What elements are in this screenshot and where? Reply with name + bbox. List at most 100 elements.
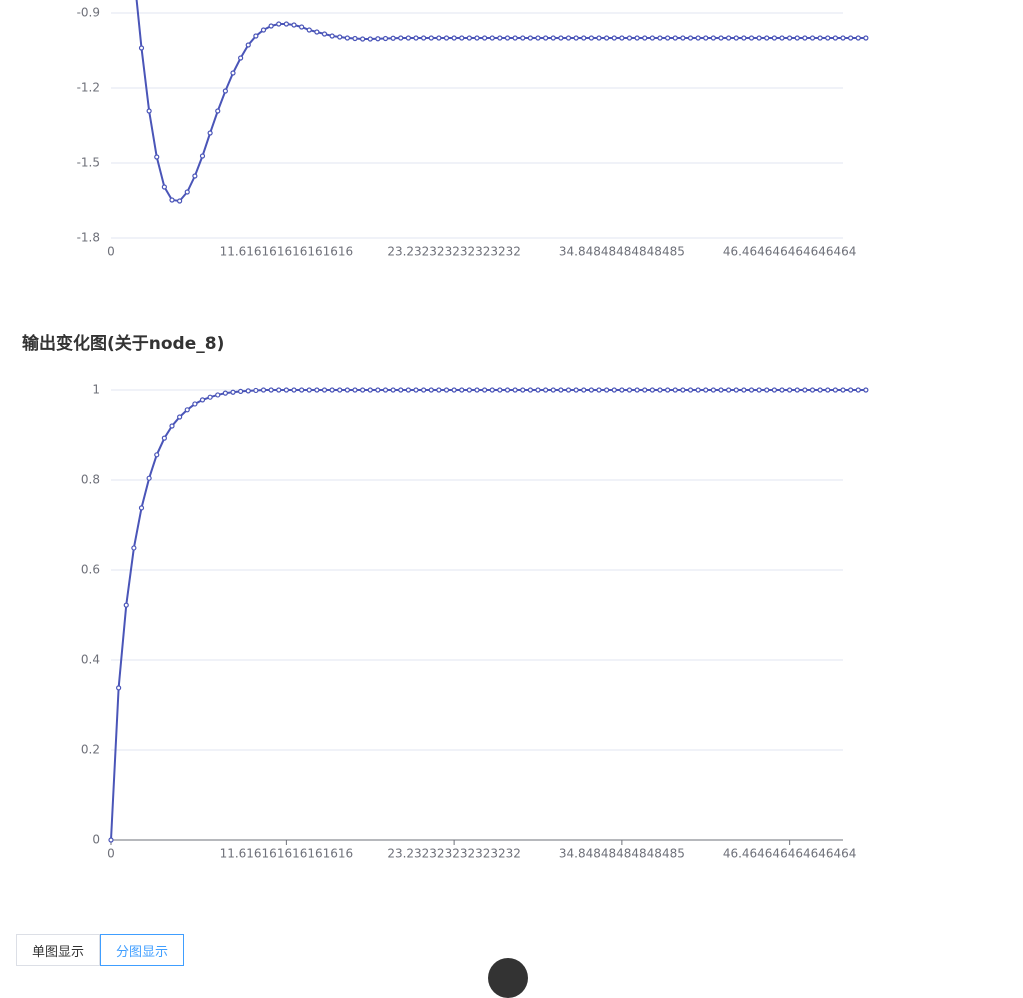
point — [565, 35, 572, 41]
point — [268, 387, 274, 393]
point — [504, 387, 511, 393]
point — [703, 35, 709, 41]
point — [436, 35, 442, 41]
point — [520, 35, 526, 41]
point — [451, 35, 457, 41]
x-tick-label: 46.464646464646464 — [723, 847, 857, 861]
point — [657, 387, 663, 393]
point — [192, 173, 198, 179]
point — [199, 153, 206, 159]
point — [611, 35, 617, 41]
point — [192, 401, 198, 407]
point — [863, 387, 869, 393]
point — [215, 108, 221, 114]
point — [733, 35, 739, 41]
point — [413, 35, 419, 41]
point — [787, 35, 793, 41]
point — [260, 27, 267, 33]
point — [222, 390, 228, 396]
point — [581, 35, 587, 41]
point — [611, 387, 617, 393]
point — [451, 387, 457, 393]
point — [154, 154, 160, 160]
point — [855, 387, 861, 393]
point — [665, 35, 671, 41]
point — [184, 407, 190, 413]
point — [352, 387, 358, 393]
line — [110, 389, 866, 841]
point — [482, 387, 488, 393]
point — [436, 387, 442, 393]
point — [382, 35, 389, 42]
point — [443, 35, 450, 41]
x-tick-label: 0 — [107, 245, 115, 259]
point — [375, 387, 381, 393]
point — [352, 35, 358, 42]
point — [642, 387, 648, 393]
x-tick-label: 11.616161616161616 — [220, 245, 354, 259]
point — [848, 35, 854, 41]
point — [207, 394, 213, 400]
point — [634, 387, 640, 393]
point — [276, 21, 282, 27]
point — [466, 387, 472, 393]
point — [398, 387, 404, 393]
point — [482, 35, 488, 41]
point — [588, 387, 594, 393]
point — [512, 35, 518, 41]
point — [466, 35, 472, 41]
point — [428, 35, 434, 41]
point — [344, 387, 350, 393]
point — [245, 388, 251, 394]
point — [245, 42, 251, 48]
point — [855, 35, 861, 41]
y-tick-label: -1.8 — [77, 231, 100, 245]
floating-icon[interactable] — [488, 958, 528, 998]
point — [809, 387, 816, 393]
point — [375, 36, 381, 42]
point — [748, 35, 755, 41]
point — [787, 387, 793, 393]
point — [809, 35, 816, 41]
point — [802, 35, 808, 41]
point — [382, 387, 389, 393]
point — [512, 387, 518, 393]
point — [497, 35, 503, 41]
point — [794, 387, 800, 393]
point — [672, 387, 678, 393]
point — [710, 35, 716, 41]
point — [337, 387, 343, 393]
split-view-button[interactable]: 分图显示 — [100, 934, 184, 966]
point — [626, 387, 633, 393]
point — [253, 33, 259, 39]
point — [626, 35, 633, 41]
point — [726, 35, 732, 41]
point — [703, 387, 709, 393]
point — [291, 22, 297, 28]
point — [771, 387, 777, 393]
point — [207, 130, 213, 136]
point — [306, 387, 312, 393]
point — [573, 387, 579, 393]
point — [596, 35, 602, 41]
point — [230, 70, 236, 76]
point — [459, 387, 465, 393]
x-tick-label: 34.84848484848485 — [559, 847, 685, 861]
point — [733, 387, 739, 393]
point — [543, 387, 549, 393]
point — [634, 35, 640, 41]
point — [329, 387, 335, 393]
point — [741, 387, 747, 393]
point — [825, 387, 831, 393]
point — [146, 108, 152, 114]
x-tick-label: 11.616161616161616 — [220, 847, 354, 861]
single-view-button[interactable]: 单图显示 — [16, 934, 100, 966]
point — [405, 387, 411, 393]
point — [344, 35, 350, 41]
point — [489, 387, 495, 393]
point — [802, 387, 808, 393]
point — [840, 35, 846, 41]
point — [169, 423, 175, 429]
point — [108, 837, 114, 843]
point — [299, 24, 305, 30]
